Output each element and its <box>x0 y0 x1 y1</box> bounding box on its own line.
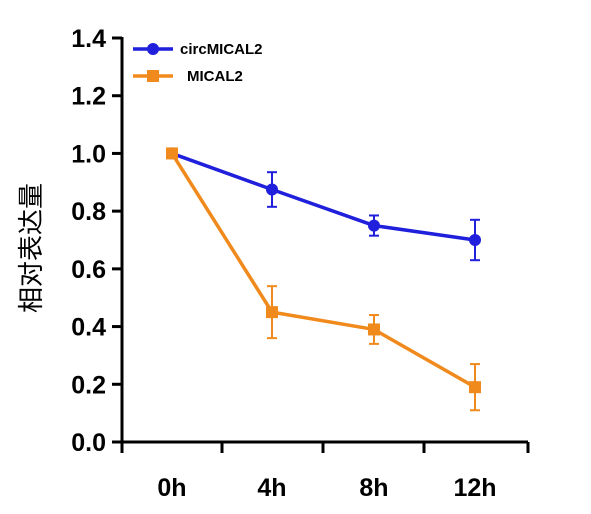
data-point <box>166 147 178 160</box>
data-point <box>368 323 380 336</box>
x-tick-label: 12h <box>453 474 496 502</box>
y-tick-label: 0.0 <box>71 429 106 457</box>
legend-label: circMICAL2 <box>180 41 263 58</box>
series-layer <box>166 147 481 412</box>
data-point <box>469 381 481 394</box>
series-line <box>171 151 476 242</box>
y-tick-label: 1.4 <box>71 25 106 53</box>
y-axis-label: 相对表达量 <box>17 183 47 313</box>
series-circMICAL2 <box>166 147 481 262</box>
legend: circMICAL2 MICAL2 <box>133 41 263 85</box>
y-tick-label: 0.8 <box>71 198 106 226</box>
y-tick-label: 0.6 <box>71 256 106 284</box>
y-tick-label: 1.0 <box>71 140 106 168</box>
data-point <box>469 234 481 246</box>
series-line <box>170 152 476 389</box>
data-point <box>368 219 380 232</box>
x-tick-label: 0h <box>157 474 186 502</box>
legend-label: MICAL2 <box>187 68 243 85</box>
y-tick-label: 0.4 <box>71 314 106 342</box>
axes: 0.0 0.2 0.4 0.6 0.8 1.0 1.2 1.4 0h 4h 8h 12h <box>71 25 530 502</box>
data-point <box>266 183 278 196</box>
legend-marker <box>147 70 159 82</box>
legend-item: MICAL2 <box>133 68 243 85</box>
series-MICAL2 <box>166 147 481 412</box>
x-tick-label: 8h <box>359 474 388 502</box>
data-point <box>266 306 278 319</box>
legend-marker <box>147 43 159 55</box>
y-tick-label: 1.2 <box>71 83 106 111</box>
legend-item: circMICAL2 <box>133 41 263 58</box>
y-tick-label: 0.2 <box>71 371 106 399</box>
x-tick-label: 4h <box>257 474 286 502</box>
